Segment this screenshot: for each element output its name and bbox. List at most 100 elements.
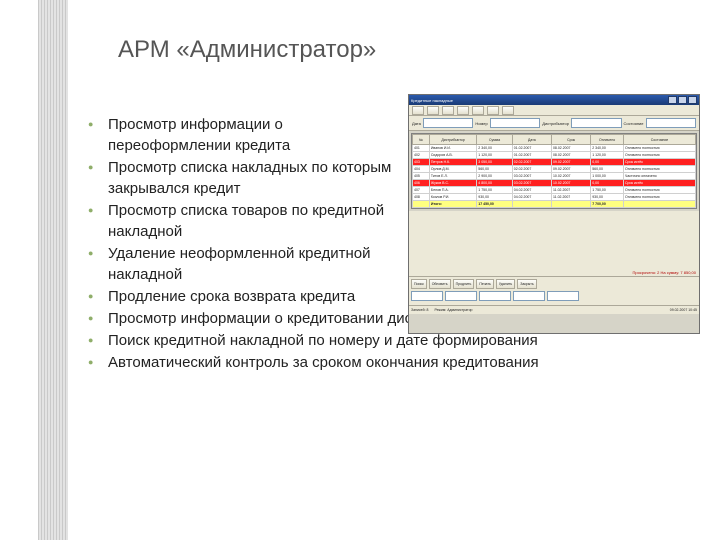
status-mid: Режим: Администратор	[434, 308, 472, 312]
table-cell: 17 450,00	[477, 201, 512, 208]
table-cell: Срок истёк	[624, 159, 696, 166]
table-row: 405Титов Е.Л.2 900,0003.02.200710.02.200…	[413, 173, 696, 180]
table-cell: Оплачено полностью	[624, 145, 696, 152]
table-cell: 02.02.2007	[512, 166, 551, 173]
table-cell: 01.02.2007	[512, 152, 551, 159]
status-left: Записей: 8	[411, 308, 428, 312]
panel-field	[513, 291, 545, 301]
table-cell: Орлов Д.М.	[429, 166, 476, 173]
grid-col-header: Состояние	[624, 135, 696, 145]
table-cell: 08.02.2007	[551, 145, 590, 152]
status-right: 09.02.2007 10:45	[670, 308, 697, 312]
table-row: 402Сидоров А.В. 1 120,00 01.02.200708.02.2…	[413, 152, 696, 159]
tool-btn	[457, 106, 469, 115]
table-summary-row: Итого:17 450,007 700,00	[413, 201, 696, 208]
panel-field	[411, 291, 443, 301]
table-cell: 08.02.2007	[551, 152, 590, 159]
table-cell: 10.02.2007	[551, 180, 590, 187]
data-grid: №ДистрибьюторСуммаДатаСрокОплаченоСостоя…	[411, 133, 697, 209]
slide: АРМ «Администратор» Просмотр информации …	[0, 0, 720, 540]
overdue-note: Просрочено: 2 На сумму: 7 850,00	[409, 269, 699, 276]
filter-label: Номер	[475, 121, 487, 126]
table-cell: Петров Н.К.	[429, 159, 476, 166]
tool-btn	[412, 106, 424, 115]
table-cell: Сидоров А.В.	[429, 152, 476, 159]
bullet-item: Автоматический контроль за сроком оконча…	[88, 352, 673, 373]
grid-col-header: Дата	[512, 135, 551, 145]
table-cell: 1 000,00	[591, 173, 624, 180]
table-cell: Оплачено полностью	[624, 152, 696, 159]
table-cell: Частично оплачено	[624, 173, 696, 180]
table-cell: 560,00	[477, 166, 512, 173]
table-cell: 0,00	[591, 159, 624, 166]
panel-field	[445, 291, 477, 301]
table-cell: 01.02.2007	[512, 145, 551, 152]
panel-button: Продлить	[453, 279, 475, 289]
grid-col-header: Оплачено	[591, 135, 624, 145]
panel-button: Печать	[476, 279, 493, 289]
table-cell: 402	[413, 152, 430, 159]
window-title: Кредитные накладные	[411, 98, 453, 103]
filter-label: Состояние	[624, 121, 644, 126]
table-cell: 4 800,00	[477, 180, 512, 187]
close-icon	[688, 96, 697, 104]
panel-field	[479, 291, 511, 301]
table-cell: 1 120,00	[591, 152, 624, 159]
table-cell: 3 050,00	[477, 159, 512, 166]
panel-button: Поиск	[411, 279, 427, 289]
panel-button: Закрыть	[517, 279, 536, 289]
grid-header-row: №ДистрибьюторСуммаДатаСрокОплаченоСостоя…	[413, 135, 696, 145]
table-cell: 405	[413, 173, 430, 180]
bullet-item: Удаление неоформленной кредитной накладн…	[88, 243, 398, 285]
table-cell: 404	[413, 166, 430, 173]
grid-gap	[409, 211, 699, 269]
bullet-item: Просмотр списка накладных по которым зак…	[88, 157, 398, 199]
bottom-panel: ПоискОбновитьПродлитьПечатьУдалитьЗакрыт…	[409, 276, 699, 305]
page-title: АРМ «Администратор»	[118, 36, 376, 64]
table-cell: 401	[413, 145, 430, 152]
tool-btn	[472, 106, 484, 115]
table-cell: 406	[413, 180, 430, 187]
table-cell: 7 700,00	[591, 201, 624, 208]
table-cell: 11.02.2007	[551, 194, 590, 201]
grid-col-header: Сумма	[477, 135, 512, 145]
table-cell: 09.02.2007	[551, 166, 590, 173]
bullet-item: Просмотр информации о переоформлении кре…	[88, 114, 398, 156]
tool-btn	[502, 106, 514, 115]
panel-field	[547, 291, 579, 301]
filter-label: Дата	[412, 121, 421, 126]
table-cell: Титов Е.Л.	[429, 173, 476, 180]
table-cell: 2 340,00	[591, 145, 624, 152]
table-row: 404Орлов Д.М.560,0002.02.200709.02.20075…	[413, 166, 696, 173]
grid-col-header: Срок	[551, 135, 590, 145]
filter-bar: Дата Номер Дистрибьютор Состояние	[409, 116, 699, 131]
table-cell: 09.02.2007	[551, 159, 590, 166]
table-cell	[413, 201, 430, 208]
table-cell: Белов П.А.	[429, 187, 476, 194]
filter-field	[646, 118, 697, 128]
table-cell: Козлов Р.И.	[429, 194, 476, 201]
table-cell: 408	[413, 194, 430, 201]
table-cell: 10.02.2007	[551, 173, 590, 180]
table-cell: 930,00	[591, 194, 624, 201]
table-cell: 930,00	[477, 194, 512, 201]
table-cell	[624, 201, 696, 208]
table-cell: 11.02.2007	[551, 187, 590, 194]
app-screenshot: Кредитные накладные Дата Номер Дистрибью…	[408, 94, 700, 334]
table-row: 403Петров Н.К.3 050,0002.02.200709.02.20…	[413, 159, 696, 166]
tool-btn	[487, 106, 499, 115]
table-cell: Жуков В.С.	[429, 180, 476, 187]
table-cell: 03.02.2007	[512, 173, 551, 180]
table-cell: 03.02.2007	[512, 180, 551, 187]
grid-col-header: Дистрибьютор	[429, 135, 476, 145]
filter-field	[423, 118, 474, 128]
table-cell: Иванов И.И.	[429, 145, 476, 152]
decorative-stripe	[38, 0, 68, 540]
bullet-item: Просмотр списка товаров по кредитной нак…	[88, 200, 398, 242]
table-cell: Срок истёк	[624, 180, 696, 187]
table-cell: 407	[413, 187, 430, 194]
table-cell	[551, 201, 590, 208]
table-cell: 1 750,00	[477, 187, 512, 194]
table-cell: 403	[413, 159, 430, 166]
filter-field	[571, 118, 622, 128]
